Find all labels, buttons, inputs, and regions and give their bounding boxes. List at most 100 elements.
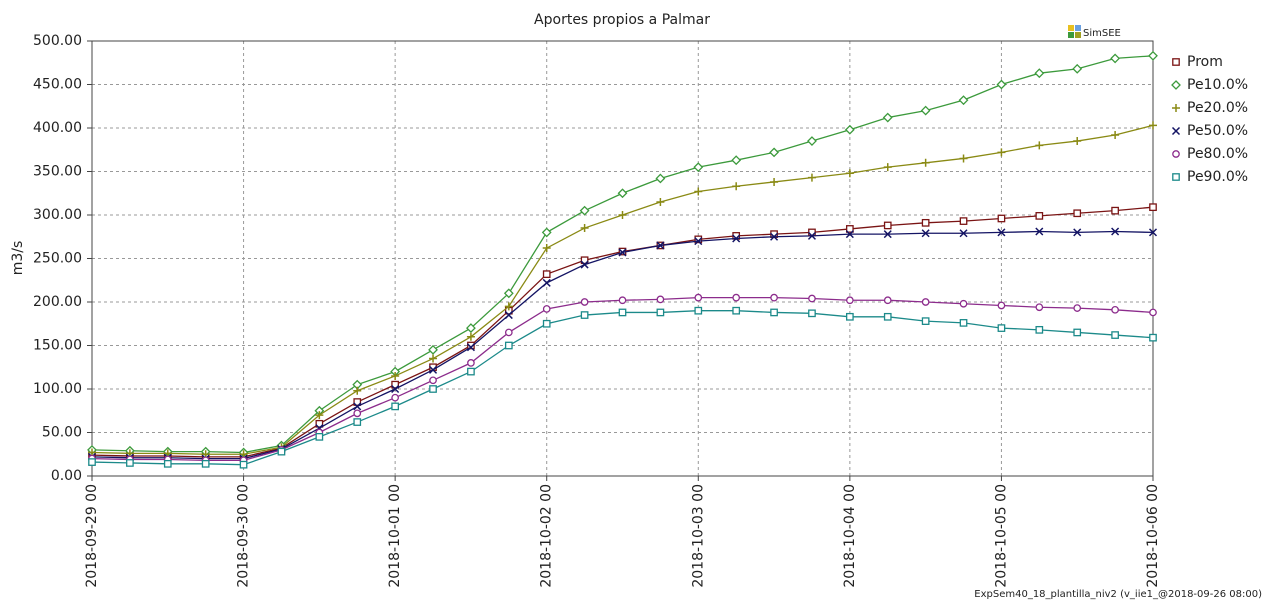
legend-label: Prom (1187, 54, 1223, 70)
marker (466, 343, 475, 352)
series (87, 50, 1158, 458)
marker (542, 305, 551, 313)
marker (846, 296, 854, 305)
marker (1035, 227, 1044, 236)
marker (88, 458, 96, 466)
marker (845, 230, 854, 239)
marker (883, 312, 892, 321)
marker (201, 459, 210, 468)
marker (580, 298, 589, 306)
marker (959, 229, 968, 238)
marker (618, 296, 627, 305)
marker (921, 158, 930, 167)
y-tick-label: 300.00 (33, 207, 82, 223)
marker (353, 386, 362, 395)
marker (429, 376, 437, 385)
marker (808, 294, 816, 303)
logo: SimSEE (1068, 25, 1121, 39)
marker (807, 136, 817, 146)
y-tick-label: 0.00 (51, 468, 82, 484)
marker (883, 163, 892, 172)
marker (391, 371, 400, 380)
marker (579, 205, 590, 216)
marker (882, 112, 893, 123)
marker (846, 312, 854, 321)
legend-label: Pe50.0% (1187, 123, 1248, 139)
marker (883, 296, 892, 305)
marker (996, 79, 1007, 90)
marker (997, 324, 1006, 332)
marker (997, 214, 1006, 223)
marker (429, 365, 438, 374)
marker (503, 288, 514, 299)
marker (845, 169, 854, 178)
marker (541, 227, 552, 238)
legend-marker (1171, 80, 1181, 90)
marker (732, 293, 741, 302)
marker (1149, 203, 1157, 212)
marker (391, 384, 400, 394)
marker (1073, 137, 1082, 146)
legend-marker (1172, 104, 1180, 112)
x-tick-label: 2018-09-29 00 (84, 484, 100, 588)
legend-label: Pe90.0% (1187, 169, 1248, 185)
marker (883, 221, 892, 230)
marker (997, 228, 1006, 237)
marker (770, 293, 778, 302)
marker (770, 177, 779, 186)
logo-text: SimSEE (1083, 28, 1121, 39)
marker (1073, 304, 1082, 312)
marker (770, 308, 778, 317)
marker (429, 354, 438, 363)
footer: ExpSem40_18_plantilla_niv2 (v_iie1_@2018… (974, 589, 1262, 600)
marker (618, 308, 627, 317)
marker (921, 298, 930, 306)
series (88, 306, 1157, 469)
marker (1149, 308, 1157, 317)
marker (694, 237, 703, 246)
y-tick-label: 350.00 (33, 164, 82, 180)
marker (617, 188, 628, 199)
marker (921, 317, 930, 325)
marker (997, 301, 1006, 310)
marker (694, 293, 703, 302)
x-tick-label: 2018-10-05 00 (993, 484, 1009, 588)
marker (1034, 68, 1045, 79)
marker (732, 306, 741, 315)
marker (429, 385, 437, 393)
marker (466, 323, 476, 334)
marker (580, 260, 589, 269)
y-tick-label: 500.00 (33, 33, 82, 49)
marker (769, 147, 779, 158)
marker (542, 244, 551, 253)
legend-marker (1172, 173, 1180, 181)
x-tick-label: 2018-09-30 00 (236, 484, 252, 588)
marker (655, 173, 666, 184)
marker (694, 306, 703, 315)
y-tick-label: 150.00 (33, 338, 82, 354)
marker (504, 341, 513, 350)
y-tick-label: 100.00 (33, 381, 82, 397)
marker (467, 359, 475, 367)
marker (959, 154, 968, 163)
marker (656, 295, 665, 304)
marker (277, 447, 286, 456)
y-tick-label: 50.00 (42, 425, 82, 441)
x-tick-label: 2018-10-06 00 (1145, 484, 1161, 588)
x-tick-label: 2018-10-04 00 (842, 484, 858, 588)
marker (1035, 325, 1044, 334)
marker (920, 105, 931, 116)
marker (542, 278, 551, 287)
marker (428, 344, 438, 355)
x-tick-label: 2018-10-01 00 (387, 484, 403, 588)
legend-label: Pe20.0% (1187, 100, 1248, 116)
marker (353, 402, 362, 411)
legend-label: Pe80.0% (1187, 146, 1248, 162)
marker (353, 418, 362, 426)
marker (580, 224, 589, 233)
marker (1149, 121, 1157, 130)
marker (391, 393, 399, 402)
marker (1111, 305, 1119, 314)
marker (694, 235, 703, 244)
